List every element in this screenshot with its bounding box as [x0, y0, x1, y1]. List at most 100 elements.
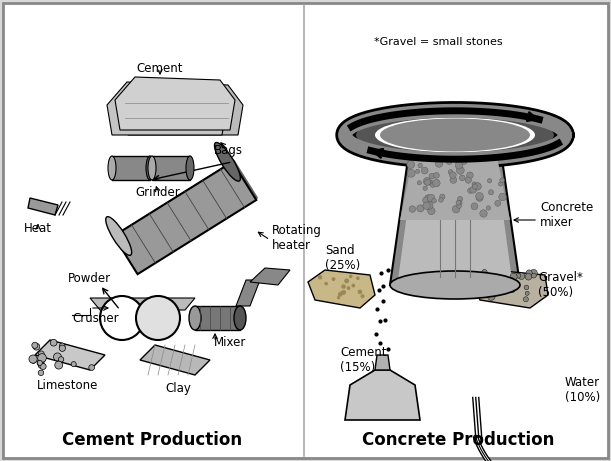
Circle shape: [495, 201, 501, 206]
Polygon shape: [90, 298, 195, 310]
Polygon shape: [28, 198, 58, 215]
Circle shape: [428, 180, 433, 185]
Circle shape: [436, 160, 443, 167]
Circle shape: [483, 274, 488, 278]
Circle shape: [318, 275, 322, 279]
Circle shape: [417, 181, 422, 185]
Circle shape: [357, 290, 362, 294]
Circle shape: [433, 179, 440, 187]
Circle shape: [59, 343, 65, 349]
Polygon shape: [123, 82, 243, 135]
Text: Water
(10%): Water (10%): [565, 376, 600, 404]
Polygon shape: [355, 113, 555, 157]
Circle shape: [55, 361, 63, 369]
Ellipse shape: [108, 156, 116, 180]
Circle shape: [349, 274, 353, 278]
Circle shape: [324, 282, 328, 285]
Ellipse shape: [380, 118, 530, 152]
Circle shape: [474, 183, 481, 189]
Circle shape: [452, 205, 460, 213]
Circle shape: [470, 186, 477, 193]
Circle shape: [341, 284, 346, 289]
Circle shape: [526, 270, 532, 276]
Ellipse shape: [146, 156, 154, 180]
Circle shape: [71, 361, 76, 366]
Circle shape: [472, 182, 477, 187]
Circle shape: [37, 361, 42, 366]
Circle shape: [423, 197, 430, 203]
Circle shape: [100, 296, 144, 340]
Circle shape: [488, 178, 492, 183]
Circle shape: [339, 291, 343, 296]
Circle shape: [474, 183, 481, 190]
Circle shape: [481, 270, 487, 275]
Text: Rotating
heater: Rotating heater: [272, 224, 322, 252]
Circle shape: [434, 172, 439, 178]
Ellipse shape: [375, 118, 535, 153]
Circle shape: [337, 296, 340, 299]
Polygon shape: [375, 355, 390, 370]
Circle shape: [425, 195, 431, 201]
Circle shape: [446, 159, 452, 165]
Text: Sand
(25%): Sand (25%): [325, 244, 360, 272]
Ellipse shape: [390, 271, 520, 299]
Text: Powder: Powder: [68, 272, 111, 284]
Circle shape: [32, 342, 38, 349]
Polygon shape: [195, 306, 240, 330]
Circle shape: [510, 273, 517, 280]
Circle shape: [448, 170, 453, 174]
Circle shape: [332, 277, 335, 281]
Circle shape: [480, 210, 487, 217]
Circle shape: [486, 206, 491, 210]
Circle shape: [428, 207, 435, 215]
Circle shape: [456, 166, 464, 174]
Circle shape: [29, 355, 37, 363]
Circle shape: [482, 278, 489, 286]
Text: Limestone: Limestone: [37, 378, 99, 391]
Polygon shape: [112, 156, 150, 180]
Circle shape: [524, 285, 529, 290]
Circle shape: [516, 273, 521, 278]
Circle shape: [425, 179, 430, 185]
Circle shape: [525, 273, 532, 280]
Circle shape: [450, 177, 457, 183]
Ellipse shape: [106, 217, 132, 255]
Text: Concrete
mixer: Concrete mixer: [540, 201, 593, 229]
Circle shape: [338, 292, 342, 297]
Polygon shape: [250, 268, 290, 285]
Text: Gravel*
(50%): Gravel* (50%): [538, 271, 583, 299]
Circle shape: [50, 339, 57, 346]
Circle shape: [427, 194, 435, 202]
Polygon shape: [140, 345, 210, 375]
Circle shape: [500, 178, 505, 183]
Text: Mixer: Mixer: [214, 336, 246, 349]
Text: Bags: Bags: [213, 143, 243, 156]
Circle shape: [439, 198, 443, 202]
Circle shape: [465, 177, 472, 183]
Circle shape: [461, 158, 467, 165]
Circle shape: [475, 193, 483, 200]
Circle shape: [407, 169, 415, 177]
Circle shape: [356, 277, 360, 280]
Circle shape: [423, 202, 430, 209]
Circle shape: [457, 201, 462, 206]
Circle shape: [455, 162, 463, 169]
Circle shape: [59, 357, 64, 362]
Circle shape: [471, 203, 478, 210]
Text: Cement Production: Cement Production: [62, 431, 242, 449]
Circle shape: [89, 365, 95, 371]
Ellipse shape: [186, 156, 194, 180]
Text: *Gravel = small stones: *Gravel = small stones: [374, 37, 502, 47]
Circle shape: [525, 291, 529, 296]
Circle shape: [467, 172, 474, 179]
Circle shape: [429, 173, 435, 179]
Circle shape: [523, 297, 529, 302]
Polygon shape: [345, 370, 420, 420]
Text: Cement: Cement: [137, 61, 183, 75]
Circle shape: [38, 354, 46, 362]
Circle shape: [489, 281, 496, 288]
Ellipse shape: [148, 156, 156, 180]
Circle shape: [480, 276, 488, 284]
Circle shape: [494, 282, 501, 289]
Polygon shape: [115, 77, 235, 130]
